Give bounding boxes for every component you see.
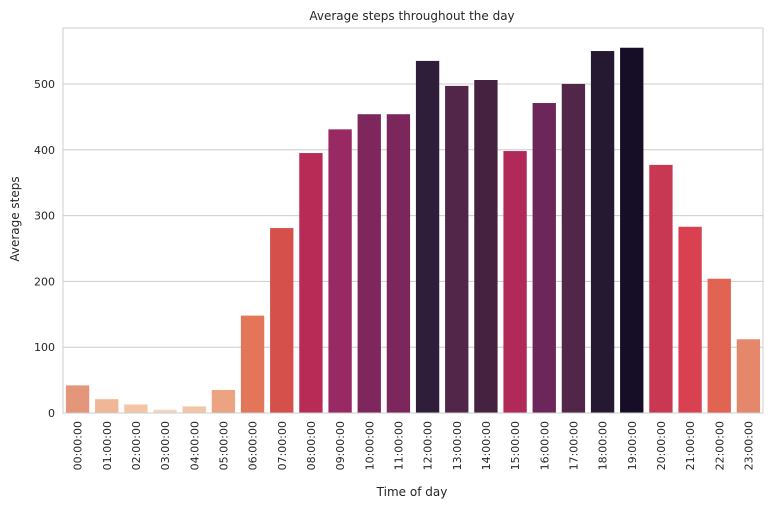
bar <box>240 315 265 413</box>
chart-title: Average steps throughout the day <box>309 9 514 23</box>
x-tick-label: 18:00:00 <box>597 421 610 470</box>
x-tick-label: 15:00:00 <box>509 421 522 470</box>
gridlines <box>63 83 763 348</box>
y-tick-label: 200 <box>34 275 55 288</box>
bar <box>65 385 90 413</box>
bar <box>532 103 556 414</box>
x-tick-label: 08:00:00 <box>305 421 318 470</box>
x-tick-label: 07:00:00 <box>276 421 289 470</box>
x-tick-label: 02:00:00 <box>130 421 143 470</box>
bar <box>328 129 352 413</box>
bar <box>95 399 119 413</box>
x-tick-labels: 00:00:00 01:00:00 02:00:00 03:00:00 04:00:00… <box>72 421 756 470</box>
x-tick-label: 16:00:00 <box>538 421 551 470</box>
bar <box>445 85 469 414</box>
x-tick-label: 06:00:00 <box>247 421 260 470</box>
y-tick-label: 400 <box>34 144 55 157</box>
x-tick-label: 10:00:00 <box>363 421 376 470</box>
y-tick-label: 300 <box>34 210 55 223</box>
bar <box>182 406 206 413</box>
bar <box>503 151 527 414</box>
bar <box>707 278 731 413</box>
x-tick-label: 11:00:00 <box>392 421 405 470</box>
y-tick-labels: 0 100 200 300 400 500 <box>34 78 55 420</box>
y-tick-label: 100 <box>34 341 55 354</box>
x-tick-label: 12:00:00 <box>422 421 435 470</box>
bar <box>415 60 440 414</box>
plot-frame <box>62 27 764 414</box>
x-tick-label: 04:00:00 <box>188 421 201 470</box>
bar <box>736 339 761 413</box>
bar <box>124 404 148 413</box>
y-axis-title: Average steps <box>8 176 22 261</box>
x-tick-label: 23:00:00 <box>742 421 755 470</box>
bar <box>474 79 498 413</box>
bar <box>357 114 381 413</box>
y-tick-label: 0 <box>48 407 55 420</box>
x-tick-label: 22:00:00 <box>713 421 726 470</box>
bar <box>386 114 411 413</box>
x-tick-label: 17:00:00 <box>567 421 580 470</box>
x-tick-label: 05:00:00 <box>217 421 230 470</box>
bar <box>153 409 177 413</box>
x-tick-label: 13:00:00 <box>451 421 464 470</box>
bar <box>211 389 236 413</box>
bars <box>65 47 761 414</box>
bar <box>590 51 615 414</box>
x-tick-label: 20:00:00 <box>655 421 668 470</box>
x-tick-label: 14:00:00 <box>480 421 493 470</box>
x-tick-label: 00:00:00 <box>72 421 85 470</box>
x-tick-label: 01:00:00 <box>101 421 114 470</box>
x-tick-label: 19:00:00 <box>626 421 639 470</box>
x-axis-title: Time of day <box>376 485 448 499</box>
bar <box>678 226 702 413</box>
x-tick-label: 09:00:00 <box>334 421 347 470</box>
y-tick-label: 500 <box>34 78 55 91</box>
bar <box>299 153 323 414</box>
bar <box>561 83 586 413</box>
x-tick-label: 03:00:00 <box>159 421 172 470</box>
x-tick-label: 21:00:00 <box>684 421 697 470</box>
bar <box>649 164 673 413</box>
bar <box>620 47 644 413</box>
bar <box>270 228 294 413</box>
